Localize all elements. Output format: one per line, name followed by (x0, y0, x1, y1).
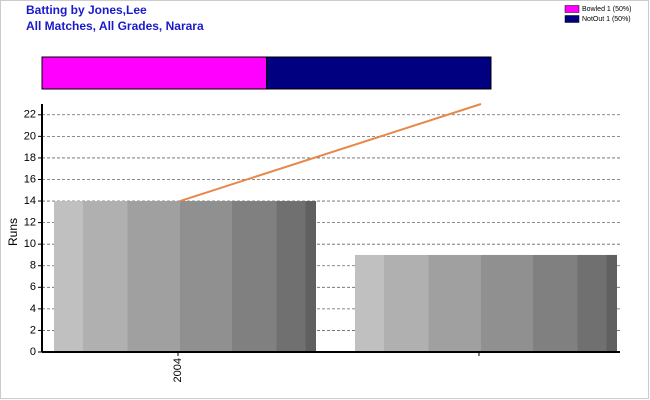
x-tick-label: 2004 (172, 358, 184, 382)
legend-swatch (564, 5, 580, 13)
line-series (179, 103, 482, 202)
y-tick-label: 8 (30, 260, 36, 272)
y-tick-label: 12 (24, 217, 36, 229)
y-tick-label: 2 (30, 324, 36, 336)
chart-subtitle: All Matches, All Grades, Narara (26, 19, 204, 33)
y-tick-label: 18 (24, 152, 36, 164)
y-tick-label: 4 (30, 303, 36, 315)
bar (54, 201, 316, 352)
y-tick-label: 22 (24, 109, 36, 121)
legend-label: NotOut 1 (50%) (582, 16, 631, 23)
y-tick-label: 6 (30, 281, 36, 293)
y-tick-label: 0 (30, 346, 36, 358)
y-tick-label: 20 (24, 130, 36, 142)
dismissal-segment (266, 56, 492, 90)
dismissal-segment (41, 56, 267, 90)
legend-label: Bowled 1 (50%) (582, 6, 631, 13)
y-tick-label: 16 (24, 173, 36, 185)
y-axis-label: Runs (6, 218, 20, 246)
chart-title: Batting by Jones,Lee (26, 3, 147, 17)
y-tick-label: 14 (24, 195, 36, 207)
y-tick-label: 10 (24, 238, 36, 250)
legend-swatch (564, 15, 580, 23)
bar (355, 254, 617, 352)
